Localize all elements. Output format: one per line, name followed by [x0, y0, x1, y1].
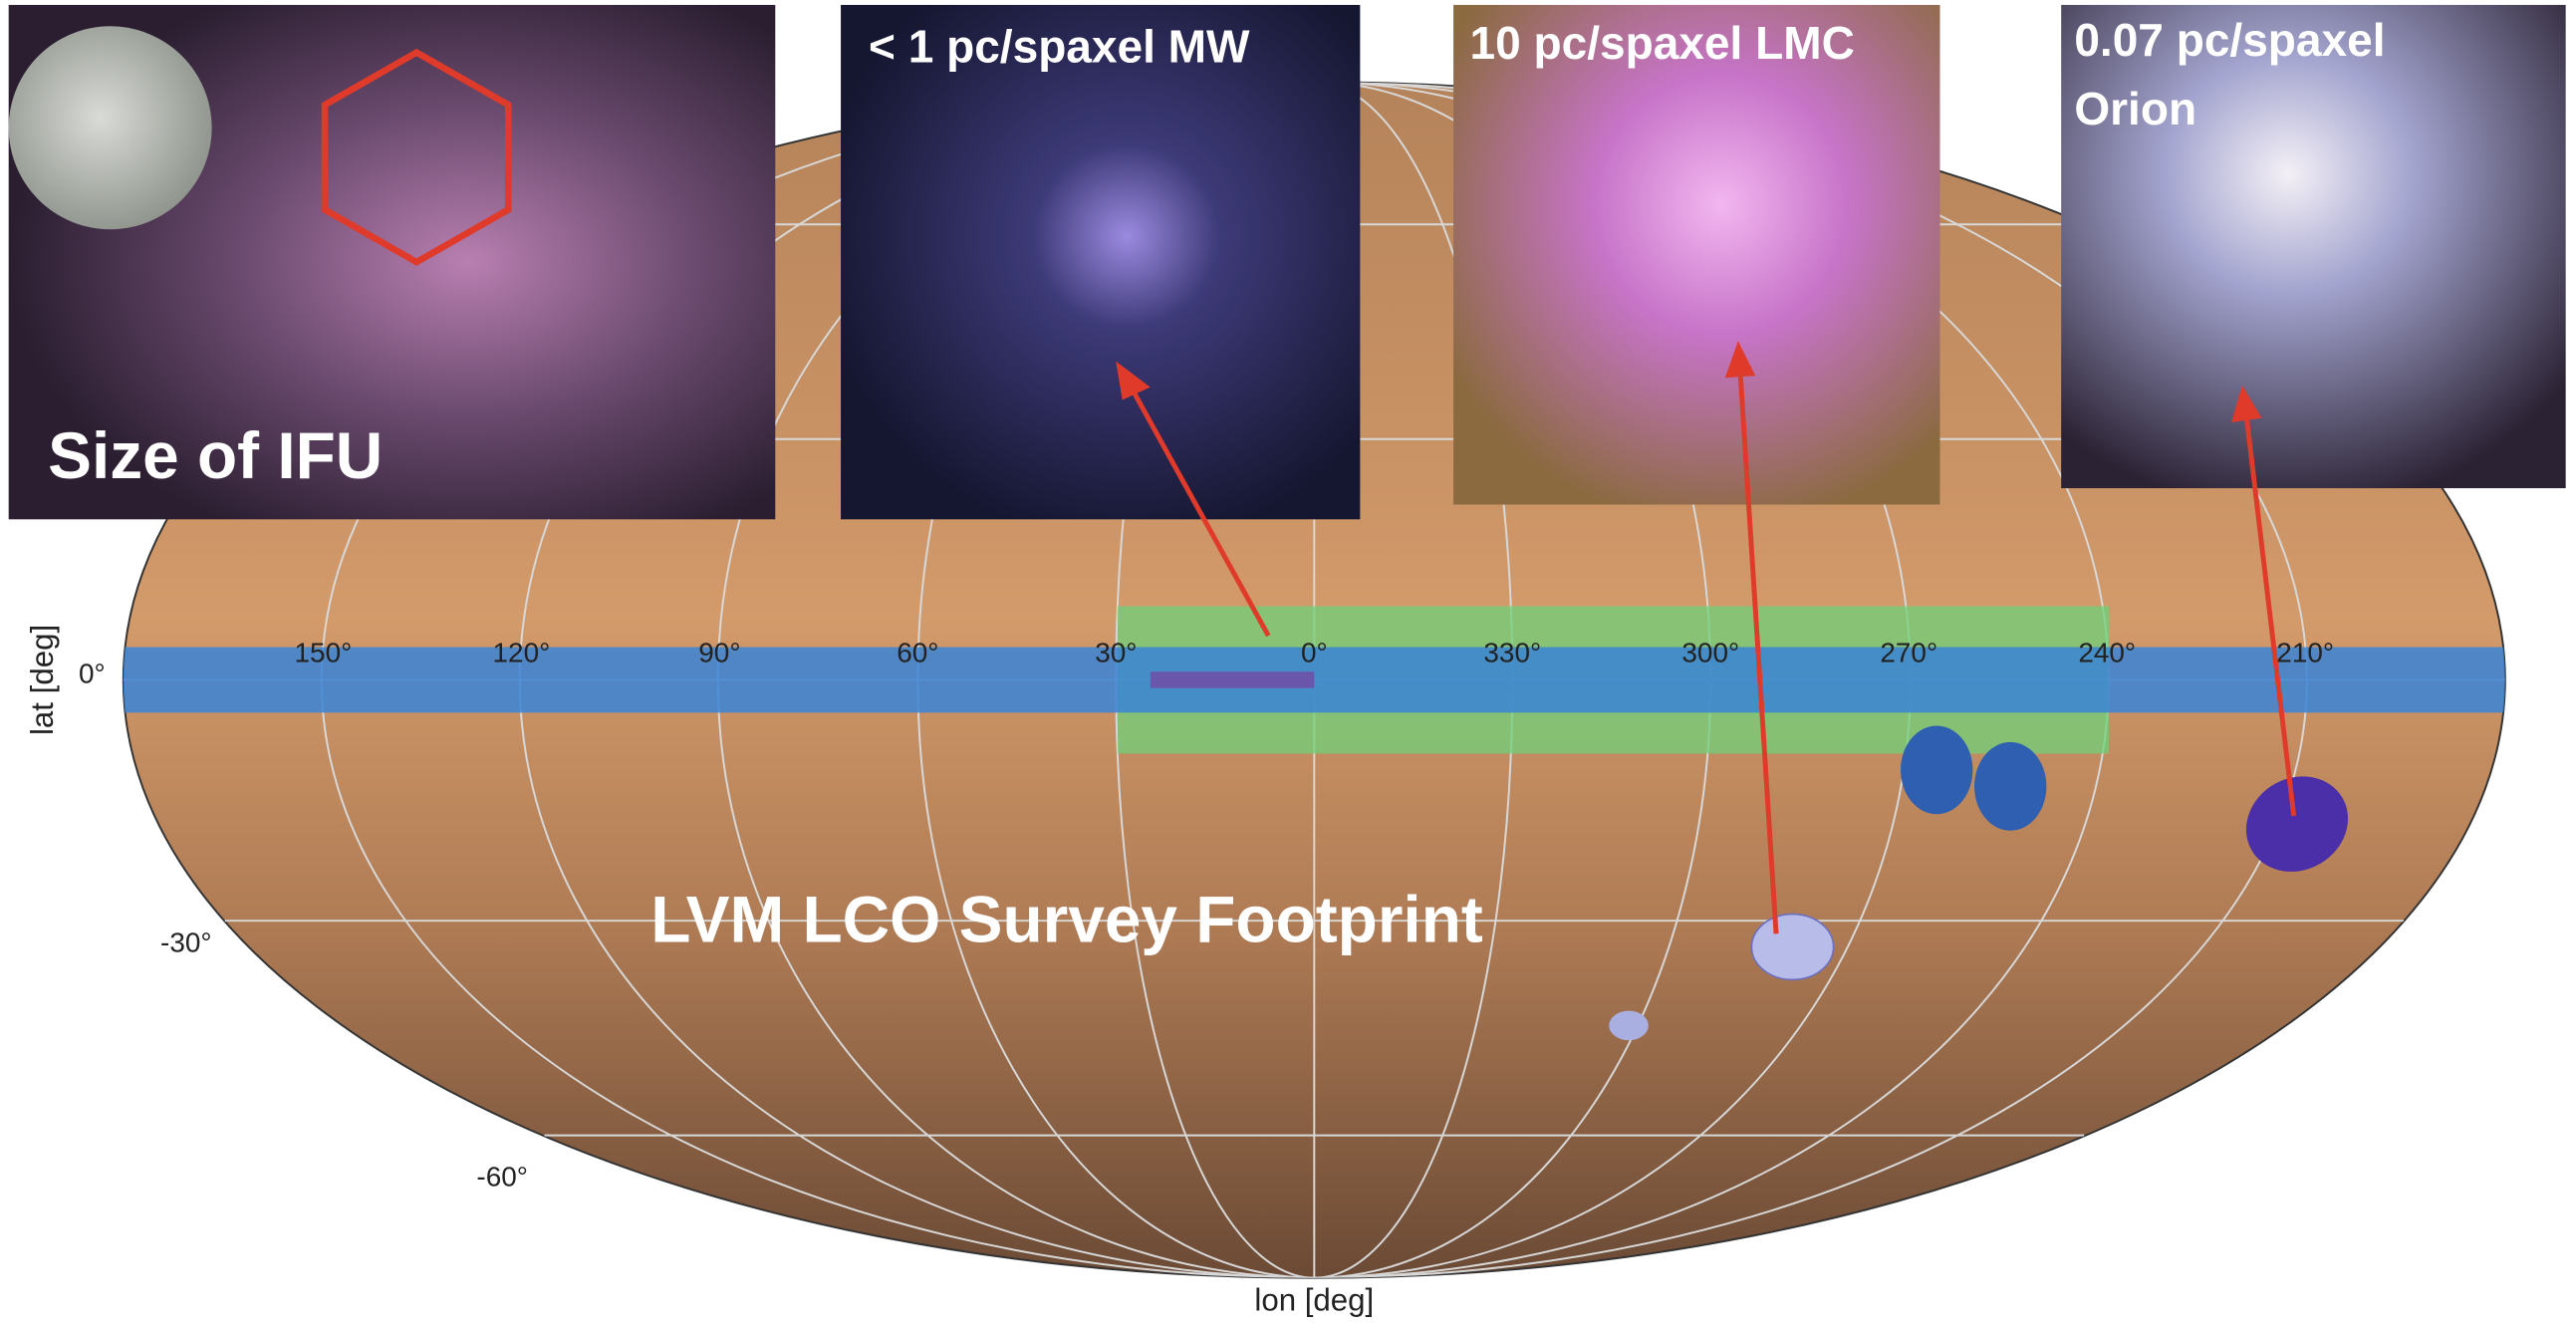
lon-tick-label: 330°: [1483, 637, 1541, 667]
lat-tick-label: -60°: [476, 1162, 528, 1193]
lon-tick-label: 210°: [2276, 637, 2334, 667]
lon-tick-label: 270°: [1880, 637, 1937, 667]
lon-tick-label: 0°: [1301, 637, 1328, 667]
lat-tick-label: 0°: [79, 659, 106, 689]
ticks: 150° 120° 90° 60° 30° 0° 330° 300° 270° 240° 210° 0…: [79, 637, 2334, 1192]
inset-label: Size of IFU: [48, 418, 383, 492]
arrows: [1116, 341, 2297, 934]
inset-label: < 1 pc/spaxel MW: [869, 20, 1250, 72]
inset-label: 10 pc/spaxel LMC: [1470, 17, 1855, 69]
lon-tick-label: 240°: [2078, 637, 2136, 667]
x-axis-label: lon [deg]: [1254, 1283, 1374, 1318]
survey-footprint: [123, 606, 2505, 1041]
inset-orion: 0.07 pc/spaxel Orion: [2061, 4, 2566, 489]
lon-tick-label: 300°: [1681, 637, 1739, 667]
inset-label: 0.07 pc/spaxel: [2074, 14, 2385, 66]
lat-tick-label: -30°: [160, 927, 212, 957]
inset-lmc: 10 pc/spaxel LMC: [1453, 4, 1940, 505]
map-title: LVM LCO Survey Footprint: [650, 883, 1483, 956]
lon-tick-label: 30°: [1095, 637, 1137, 667]
lon-tick-label: 60°: [897, 637, 938, 667]
lon-tick-label: 90°: [698, 637, 740, 667]
inset-mw: < 1 pc/spaxel MW: [841, 4, 1361, 520]
lon-tick-label: 150°: [295, 637, 353, 667]
inset-label: Orion: [2074, 83, 2196, 134]
lon-tick-label: 120°: [493, 637, 551, 667]
y-axis-label: lat [deg]: [25, 625, 60, 735]
inset-ifu: Size of IFU: [8, 4, 776, 520]
